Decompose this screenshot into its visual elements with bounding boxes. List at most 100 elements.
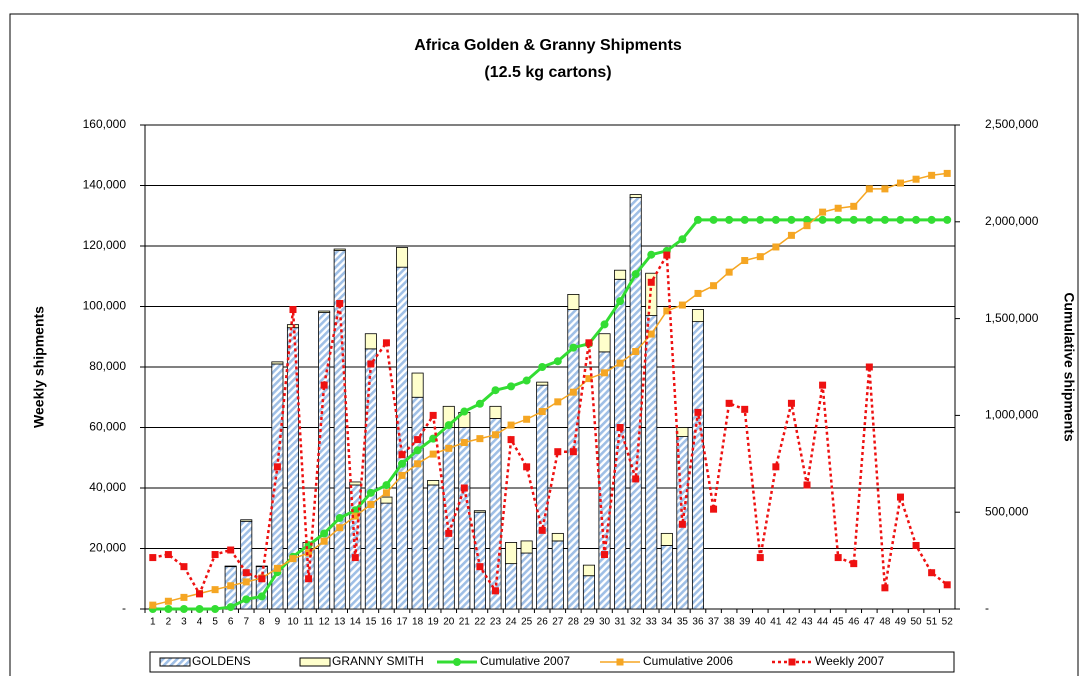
x-tick-label: 25 bbox=[521, 617, 533, 628]
x-tick-label: 16 bbox=[381, 617, 393, 628]
x-tick-label: 4 bbox=[197, 617, 203, 628]
line-marker bbox=[756, 253, 764, 261]
line-marker bbox=[305, 549, 313, 557]
line-marker bbox=[242, 569, 250, 577]
legend-label: GOLDENS bbox=[192, 654, 251, 668]
line-marker bbox=[258, 575, 266, 583]
x-tick-label: 46 bbox=[848, 617, 860, 628]
line-marker bbox=[710, 505, 718, 513]
legend-label: Cumulative 2006 bbox=[643, 654, 733, 668]
x-tick-label: 9 bbox=[275, 617, 281, 628]
line-marker bbox=[180, 593, 188, 601]
x-tick-label: 3 bbox=[181, 617, 187, 628]
line-marker bbox=[273, 463, 281, 471]
line-marker bbox=[523, 415, 531, 423]
line-marker bbox=[227, 546, 235, 554]
bar bbox=[691, 321, 704, 610]
line-marker bbox=[180, 563, 188, 571]
line-marker bbox=[507, 421, 515, 429]
bar bbox=[505, 563, 518, 610]
line-marker bbox=[834, 215, 843, 224]
bar bbox=[660, 532, 673, 546]
line-marker bbox=[413, 446, 422, 455]
line-marker bbox=[414, 436, 422, 444]
y-tick-label: 160,000 bbox=[83, 117, 127, 131]
line-marker bbox=[881, 185, 889, 193]
line-marker bbox=[336, 299, 344, 307]
line-marker bbox=[787, 231, 795, 239]
line-marker bbox=[632, 475, 640, 483]
line-marker bbox=[585, 339, 593, 347]
line-marker bbox=[538, 526, 546, 534]
bar bbox=[551, 540, 564, 610]
line-marker bbox=[367, 500, 375, 508]
line-marker bbox=[491, 386, 500, 395]
x-tick-label: 52 bbox=[942, 617, 954, 628]
bar bbox=[691, 309, 704, 323]
line-marker bbox=[647, 330, 655, 338]
line-marker bbox=[164, 605, 173, 613]
x-tick-label: 27 bbox=[552, 617, 564, 628]
line-marker bbox=[320, 537, 328, 545]
line-marker bbox=[896, 493, 904, 501]
line-marker bbox=[896, 215, 905, 224]
line-marker bbox=[928, 569, 936, 577]
y-tick-label: 100,000 bbox=[83, 299, 127, 313]
bar bbox=[660, 545, 673, 610]
line-marker bbox=[725, 399, 733, 407]
line-marker bbox=[460, 407, 469, 416]
legend-marker bbox=[788, 658, 796, 666]
x-tick-label: 10 bbox=[287, 617, 299, 628]
x-tick-label: 12 bbox=[319, 617, 331, 628]
x-tick-label: 49 bbox=[895, 617, 907, 628]
line-marker bbox=[663, 307, 671, 315]
legend-box bbox=[149, 651, 955, 673]
line-marker bbox=[663, 251, 671, 259]
x-tick-label: 13 bbox=[334, 617, 346, 628]
line-marker bbox=[803, 481, 811, 489]
legend-label: Cumulative 2007 bbox=[480, 654, 570, 668]
line-marker bbox=[787, 399, 795, 407]
line-marker bbox=[476, 435, 484, 443]
line-marker bbox=[164, 597, 172, 605]
line-marker bbox=[460, 484, 468, 492]
line-marker bbox=[507, 436, 515, 444]
bar bbox=[286, 327, 299, 610]
x-tick-label: 20 bbox=[443, 617, 455, 628]
line-marker bbox=[491, 431, 499, 439]
line-marker bbox=[491, 587, 499, 595]
y2-tick-label: - bbox=[985, 601, 989, 615]
bar bbox=[458, 427, 471, 610]
line-marker bbox=[476, 563, 484, 571]
line-marker bbox=[725, 268, 733, 276]
line-marker bbox=[694, 289, 702, 297]
line-marker bbox=[881, 584, 889, 592]
y-tick-label: 120,000 bbox=[83, 238, 127, 252]
bar bbox=[442, 427, 455, 610]
x-tick-label: 6 bbox=[228, 617, 234, 628]
line-marker bbox=[787, 215, 796, 224]
line-marker bbox=[414, 460, 422, 468]
x-tick-label: 21 bbox=[459, 617, 471, 628]
x-tick-label: 40 bbox=[755, 617, 767, 628]
x-tick-label: 51 bbox=[926, 617, 938, 628]
line-marker bbox=[382, 489, 390, 497]
x-tick-label: 14 bbox=[350, 617, 362, 628]
line-marker bbox=[305, 575, 313, 583]
line-marker bbox=[211, 551, 219, 559]
legend-label: Weekly 2007 bbox=[815, 654, 884, 668]
line-marker bbox=[616, 424, 624, 431]
line-marker bbox=[367, 360, 375, 368]
bar bbox=[255, 565, 268, 568]
bar bbox=[271, 361, 284, 365]
bar bbox=[676, 427, 689, 437]
bar bbox=[396, 247, 409, 268]
y-tick-label: - bbox=[122, 601, 126, 615]
line-marker bbox=[554, 448, 562, 456]
x-tick-label: 37 bbox=[708, 617, 720, 628]
x-tick-label: 38 bbox=[724, 617, 736, 628]
line-marker bbox=[196, 590, 204, 598]
bar bbox=[582, 564, 595, 577]
x-tick-label: 24 bbox=[505, 617, 517, 628]
x-tick-label: 36 bbox=[692, 617, 704, 628]
